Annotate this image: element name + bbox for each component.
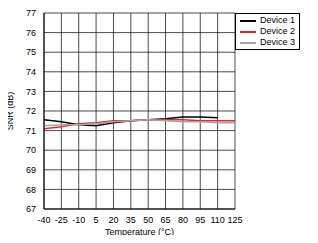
- svg-text:125: 125: [227, 215, 242, 225]
- svg-text:20: 20: [108, 215, 118, 225]
- svg-text:50: 50: [143, 215, 153, 225]
- svg-text:95: 95: [195, 215, 205, 225]
- svg-text:70: 70: [26, 145, 36, 155]
- svg-text:67: 67: [26, 204, 36, 214]
- svg-text:72: 72: [26, 106, 36, 116]
- svg-text:65: 65: [161, 215, 171, 225]
- svg-text:110: 110: [210, 215, 224, 225]
- svg-text:71: 71: [26, 126, 36, 136]
- html-text:Device 2: Device 2: [260, 26, 295, 36]
- svg-text:74: 74: [26, 67, 36, 77]
- svg-text:73: 73: [26, 87, 36, 97]
- svg-text:5: 5: [94, 215, 99, 225]
- svg-text:Temperature (°C): Temperature (°C): [105, 227, 174, 235]
- svg-text:35: 35: [126, 215, 136, 225]
- svg-text:-25: -25: [55, 215, 68, 225]
- svg-text:68: 68: [26, 185, 36, 195]
- svg-text:76: 76: [26, 28, 36, 38]
- svg-text:75: 75: [26, 47, 36, 57]
- svg-text:SNR (dB): SNR (dB): [8, 92, 15, 131]
- svg-text:77: 77: [26, 8, 36, 18]
- svg-text:-40: -40: [37, 215, 50, 225]
- html-text:Device 3: Device 3: [260, 37, 295, 47]
- svg-text:-10: -10: [72, 215, 85, 225]
- html-text:Device 1: Device 1: [260, 15, 295, 25]
- svg-text:69: 69: [26, 165, 36, 175]
- svg-text:80: 80: [178, 215, 188, 225]
